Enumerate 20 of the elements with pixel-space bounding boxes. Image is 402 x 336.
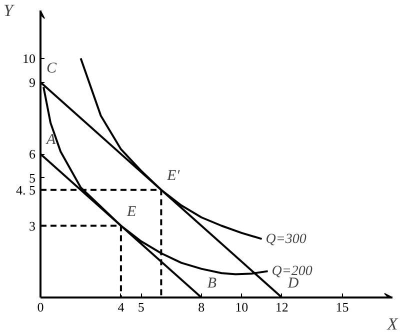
y-tick-label: 6 <box>29 146 36 162</box>
x-axis-title: X <box>386 314 398 334</box>
annotation: E <box>126 204 136 220</box>
y-tick-label: 10 <box>22 50 36 66</box>
y-tick-label: 9 <box>29 74 36 90</box>
x-tick-label: 15 <box>336 300 349 314</box>
x-tick-label: 5 <box>138 300 144 314</box>
x-tick-label: 0 <box>37 300 44 314</box>
annotation: C <box>46 60 58 76</box>
x-tick-label: 12 <box>275 300 288 314</box>
series-label: Q=300 <box>266 232 306 247</box>
annotation: E′ <box>166 168 180 184</box>
x-tick-label: 8 <box>198 300 205 314</box>
x-tick-label: 10 <box>235 300 248 314</box>
y-tick-label: 3 <box>29 218 36 234</box>
annotation: D <box>286 276 299 292</box>
y-axis-title: Y <box>4 1 15 20</box>
annotation: A <box>46 132 56 148</box>
x-tick-label: 4 <box>118 300 125 314</box>
annotation: B <box>207 276 217 292</box>
